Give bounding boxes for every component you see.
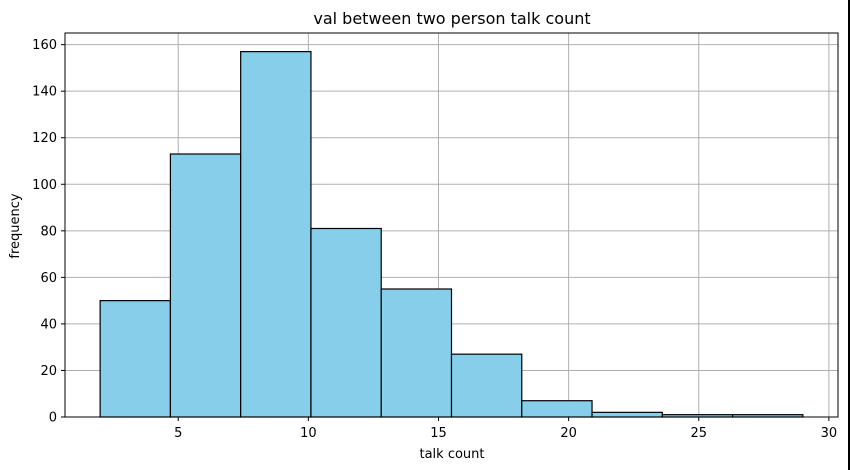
chart-title: val between two person talk count [313, 9, 590, 28]
y-axis-label: frequency [8, 193, 23, 259]
histogram-bar-3 [310, 227, 382, 418]
y-tick-label: 0 [49, 411, 57, 426]
histogram-bar-2 [240, 51, 312, 418]
histogram-bars [99, 51, 804, 418]
x-tick-label: 15 [430, 426, 447, 441]
x-tick-label: 30 [821, 426, 838, 441]
x-tick-label: 25 [690, 426, 707, 441]
x-tick-label: 5 [174, 426, 182, 441]
y-tick-label: 120 [32, 131, 57, 146]
plot-frame [64, 32, 839, 418]
y-tick-label: 160 [32, 38, 57, 53]
histogram-bar-6 [521, 400, 593, 418]
y-tick-label: 140 [32, 85, 57, 100]
x-axis-label: talk count [419, 447, 484, 462]
x-tick-label: 20 [560, 426, 577, 441]
y-tick-label: 100 [32, 178, 57, 193]
y-tick-label: 60 [40, 271, 57, 286]
axis-ticks: 5 10 15 20 25 30 0 20 40 60 80 100 120 140 160 [32, 38, 837, 441]
window-edge [848, 0, 850, 470]
y-tick-label: 20 [40, 364, 57, 379]
x-tick-label: 10 [300, 426, 317, 441]
y-tick-label: 40 [40, 317, 57, 332]
histogram-bar-0 [99, 300, 172, 418]
histogram-bar-1 [169, 153, 242, 418]
histogram-bar-7 [591, 411, 663, 418]
histogram-bar-4 [380, 288, 453, 418]
y-tick-label: 80 [40, 224, 57, 239]
histogram-bar-5 [450, 353, 523, 418]
